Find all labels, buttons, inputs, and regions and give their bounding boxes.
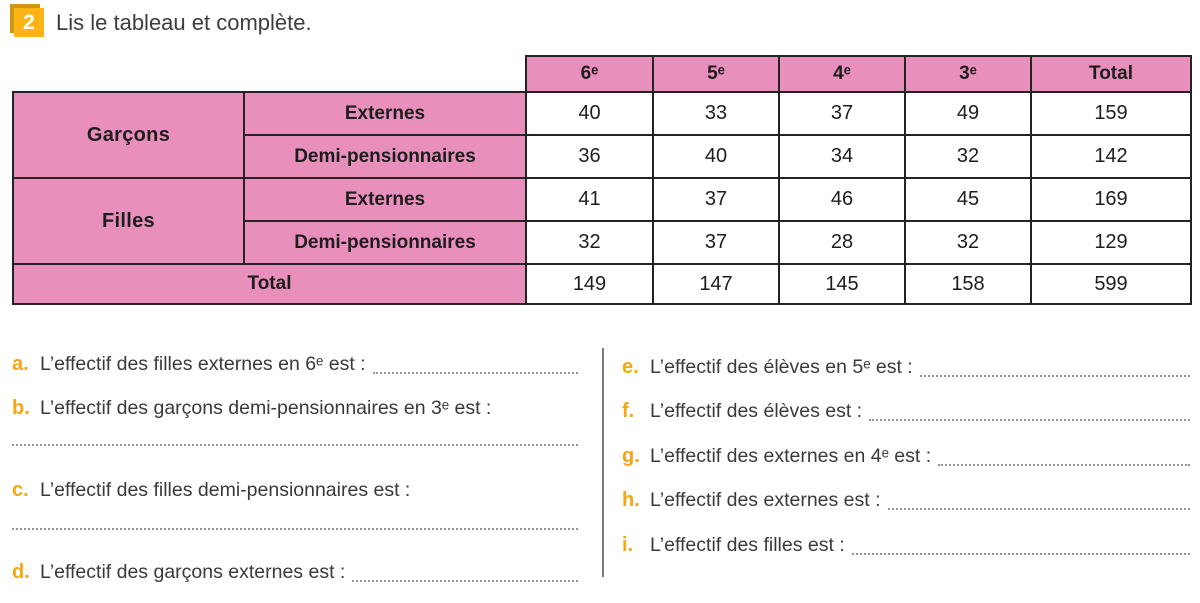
answer-blank[interactable] <box>938 444 1190 466</box>
question-item: a. L’effectif des filles externes en 6ᵉ e… <box>12 352 578 377</box>
question-letter: f. <box>622 400 635 422</box>
question-item: e. L’effectif des élèves en 5ᵉ est : <box>622 355 1190 380</box>
question-letter: b. <box>12 397 30 419</box>
question-item: f. L’effectif des élèves est : <box>622 399 1190 424</box>
question-item: b. L’effectif des garçons demi-pensionnai… <box>12 396 578 421</box>
column-header: 4ᵉ <box>778 55 906 93</box>
table-cell-value: 32 <box>525 220 654 265</box>
answer-blank[interactable] <box>372 352 578 374</box>
questions-left-column: a. L’effectif des filles externes en 6ᵉ e… <box>12 0 578 603</box>
table-row: Filles Externes 41 37 46 45 169 <box>12 177 1192 265</box>
exercise-number-badge: 2 <box>14 8 44 37</box>
question-text: L’effectif des filles demi-pensionnaires… <box>40 479 411 501</box>
row-label: Externes <box>243 177 527 222</box>
row-group-label: Filles <box>12 177 245 265</box>
table-cell-value: 36 <box>525 134 654 179</box>
table-total-row: Total 149 147 145 158 599 <box>12 263 1192 305</box>
total-cell-value: 158 <box>904 263 1032 305</box>
answer-blank[interactable] <box>12 436 578 446</box>
question-letter: a. <box>12 353 29 375</box>
answer-blank[interactable] <box>887 488 1190 510</box>
column-header: 6ᵉ <box>525 55 654 93</box>
question-text: L’effectif des garçons externes est : <box>40 561 346 583</box>
table-cell-value: 28 <box>778 220 906 265</box>
exercise-instruction: Lis le tableau et complète. <box>56 9 312 35</box>
answer-blank[interactable] <box>12 520 578 530</box>
table-cell-value: 46 <box>778 177 906 222</box>
table-corner-spacer <box>13 56 526 92</box>
question-item: i. L’effectif des filles est : <box>622 533 1190 558</box>
column-header: 3ᵉ <box>904 55 1032 93</box>
table-cell-value: 33 <box>652 91 780 136</box>
table-cell-value: 45 <box>904 177 1032 222</box>
table-cell-value: 142 <box>1030 134 1192 179</box>
table-cell-value: 37 <box>778 91 906 136</box>
total-row-label: Total <box>12 263 527 305</box>
question-letter: e. <box>622 356 639 378</box>
question-text: L’effectif des élèves en 5ᵉ est : <box>650 356 913 378</box>
column-divider <box>602 348 604 577</box>
answer-blank[interactable] <box>352 560 578 582</box>
row-label: Externes <box>243 91 527 136</box>
answer-blank[interactable] <box>851 533 1190 555</box>
table-row: Demi-pensionnaires 36 40 34 32 142 <box>13 134 1192 179</box>
table-header-row: 6ᵉ 5ᵉ 4ᵉ 3ᵉ Total <box>13 55 1192 93</box>
question-text: L’effectif des filles est : <box>650 534 845 556</box>
answer-blank[interactable] <box>919 355 1190 377</box>
question-item: d. L’effectif des garçons externes est : <box>12 560 578 585</box>
question-letter: h. <box>622 489 640 511</box>
question-letter: g. <box>622 445 640 467</box>
question-text: L’effectif des élèves est : <box>650 400 863 422</box>
enrollment-table: 6ᵉ 5ᵉ 4ᵉ 3ᵉ Total Garçons Externes 40 33 37 49 159 D… <box>12 55 1192 305</box>
exercise-header: 2 Lis le tableau et complète. <box>14 8 312 37</box>
table-cell-value: 49 <box>904 91 1032 136</box>
row-group-label: Garçons <box>12 91 245 179</box>
answer-blank[interactable] <box>869 399 1190 421</box>
total-cell-value: 599 <box>1030 263 1192 305</box>
row-label: Demi-pensionnaires <box>243 134 527 179</box>
column-header: 5ᵉ <box>652 55 780 93</box>
total-cell-value: 145 <box>778 263 906 305</box>
question-item: h. L’effectif des externes est : <box>622 488 1190 513</box>
table-cell-value: 129 <box>1030 220 1192 265</box>
question-text: L’effectif des garçons demi-pensionnaire… <box>40 397 492 419</box>
table-cell-value: 40 <box>652 134 780 179</box>
total-cell-value: 147 <box>652 263 780 305</box>
question-text: L’effectif des filles externes en 6ᵉ est… <box>40 353 366 375</box>
table-row: Demi-pensionnaires 32 37 28 32 129 <box>13 220 1192 265</box>
table-cell-value: 37 <box>652 177 780 222</box>
table-cell-value: 159 <box>1030 91 1192 136</box>
table-cell-value: 169 <box>1030 177 1192 222</box>
table-cell-value: 37 <box>652 220 780 265</box>
table-cell-value: 32 <box>904 134 1032 179</box>
table-cell-value: 41 <box>525 177 654 222</box>
table-cell-value: 34 <box>778 134 906 179</box>
column-header: Total <box>1030 55 1192 93</box>
question-item: c. L’effectif des filles demi-pensionnair… <box>12 478 578 503</box>
question-letter: i. <box>622 534 634 556</box>
question-letter: d. <box>12 561 30 583</box>
exercise-number: 2 <box>23 10 35 34</box>
row-label: Demi-pensionnaires <box>243 220 527 265</box>
table-row: Garçons Externes 40 33 37 49 159 <box>12 91 1192 179</box>
total-cell-value: 149 <box>525 263 654 305</box>
question-text: L’effectif des externes est : <box>650 489 881 511</box>
questions-right-column: e. L’effectif des élèves en 5ᵉ est : f. L’e… <box>622 0 1190 603</box>
table-cell-value: 40 <box>525 91 654 136</box>
question-text: L’effectif des externes en 4ᵉ est : <box>650 445 932 467</box>
table-cell-value: 32 <box>904 220 1032 265</box>
question-item: g. L’effectif des externes en 4ᵉ est : <box>622 444 1190 469</box>
question-letter: c. <box>12 479 29 501</box>
